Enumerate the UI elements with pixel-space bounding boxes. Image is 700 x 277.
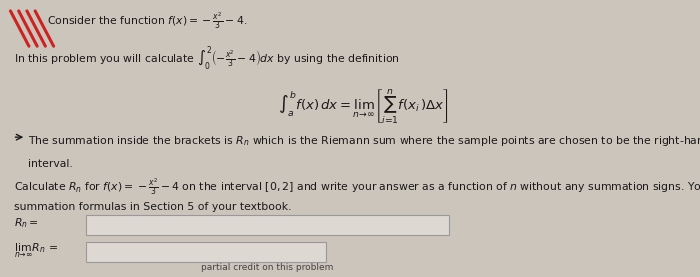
Text: partial credit on this problem: partial credit on this problem	[202, 263, 334, 271]
FancyBboxPatch shape	[86, 214, 449, 235]
Text: interval.: interval.	[27, 159, 72, 169]
Text: Calculate $R_n$ for $f(x) = -\frac{x^2}{3} - 4$ on the interval $[0, 2]$ and wri: Calculate $R_n$ for $f(x) = -\frac{x^2}{…	[14, 178, 700, 198]
Text: $\int_a^{b} f(x)\, dx = \lim_{n \to \infty} \left[\sum_{i=1}^{n} f(x_i)\Delta x\: $\int_a^{b} f(x)\, dx = \lim_{n \to \inf…	[279, 87, 449, 125]
FancyBboxPatch shape	[86, 242, 326, 262]
Text: summation formulas in Section 5 of your textbook.: summation formulas in Section 5 of your …	[14, 202, 291, 212]
Text: $R_n =$: $R_n =$	[14, 216, 38, 230]
Text: In this problem you will calculate $\int_0^{2} \left(-\frac{x^2}{3} - 4\right) d: In this problem you will calculate $\int…	[14, 45, 400, 73]
Text: Consider the function $f(x) = -\frac{x^2}{3} - 4$.: Consider the function $f(x) = -\frac{x^2…	[47, 12, 247, 32]
Text: $\lim_{n \to \infty} R_n =$: $\lim_{n \to \infty} R_n =$	[14, 242, 58, 260]
Text: The summation inside the brackets is $R_n$ which is the Riemann sum where the sa: The summation inside the brackets is $R_…	[27, 134, 700, 148]
